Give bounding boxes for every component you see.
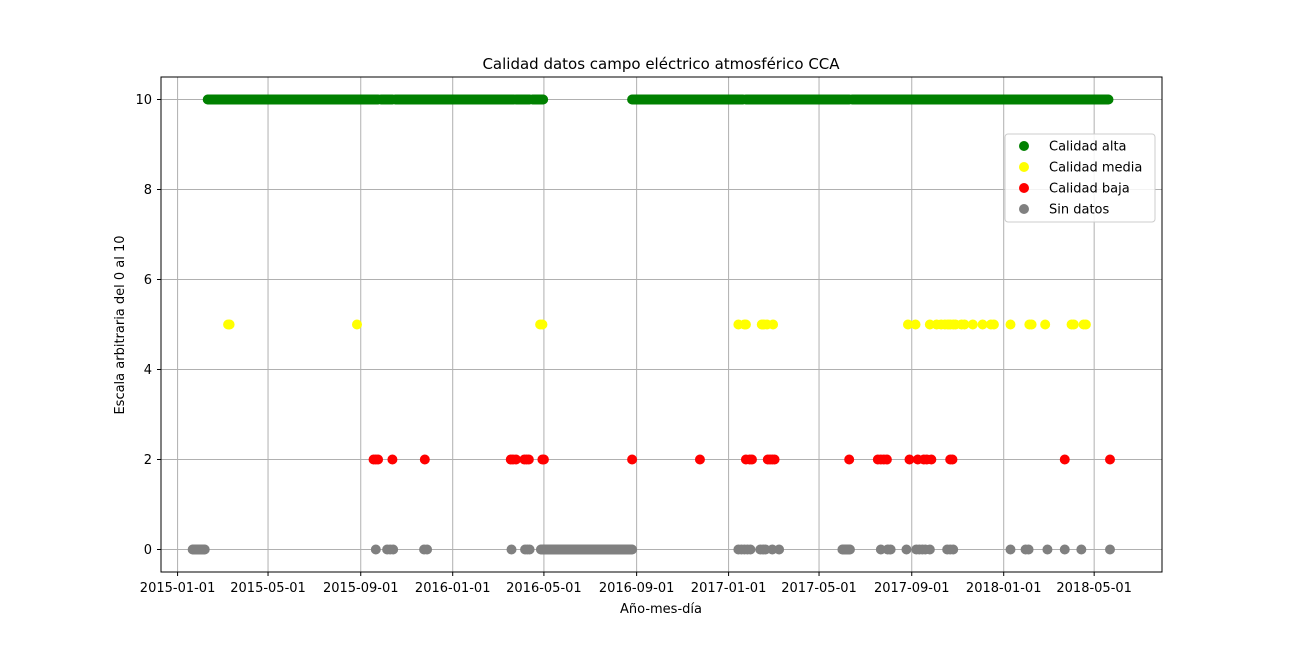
legend-marker (1019, 141, 1029, 151)
legend-marker (1019, 162, 1029, 172)
legend-box (1004, 133, 1156, 223)
data-point (224, 319, 235, 330)
x-tick-label: 2015-01-01 (140, 581, 216, 596)
data-point (422, 544, 433, 555)
series-sin-datos (187, 544, 1115, 555)
data-point (373, 454, 384, 465)
data-point (924, 544, 935, 555)
data-point (199, 544, 210, 555)
data-point (844, 454, 855, 465)
y-tick-label: 6 (144, 273, 152, 288)
data-point (844, 544, 855, 555)
y-tick-label: 0 (144, 543, 152, 558)
legend-marker (1019, 183, 1029, 193)
chart-title: Calidad datos campo eléctrico atmosféric… (482, 55, 840, 73)
data-point (740, 319, 751, 330)
data-point (523, 454, 534, 465)
data-points (187, 94, 1115, 555)
axes: 2015-01-01 2015-05-01 2015-09-01 2016-01-01… (135, 93, 1131, 596)
legend-label: Calidad media (1049, 161, 1142, 176)
legend: Calidad alta Calidad media Calidad baja Sin… (1004, 133, 1156, 223)
x-tick-label: 2018-05-01 (1056, 581, 1132, 596)
data-point (745, 544, 756, 555)
x-tick-label: 2018-01-01 (966, 581, 1042, 596)
data-point (1104, 454, 1115, 465)
data-point (538, 94, 549, 105)
data-point (977, 319, 988, 330)
x-tick-label: 2016-09-01 (599, 581, 675, 596)
x-tick-label: 2016-01-01 (415, 581, 491, 596)
data-point (1005, 319, 1016, 330)
legend-label: Calidad alta (1049, 140, 1127, 155)
data-point (1080, 319, 1091, 330)
data-point (694, 454, 705, 465)
data-point (1068, 319, 1079, 330)
data-point (1076, 544, 1087, 555)
data-point (926, 454, 937, 465)
data-point (1026, 319, 1037, 330)
data-point (1005, 544, 1016, 555)
grid-lines (161, 77, 1162, 572)
legend-label: Sin datos (1049, 203, 1110, 218)
data-point (387, 454, 398, 465)
data-point (746, 454, 757, 465)
data-point (768, 319, 779, 330)
series-calidad-media (223, 319, 1091, 330)
y-tick-label: 10 (135, 93, 152, 108)
series-calidad-alta (202, 94, 1114, 105)
data-point (370, 544, 381, 555)
y-tick-label: 8 (144, 183, 152, 198)
data-point (1040, 319, 1051, 330)
data-point (910, 319, 921, 330)
data-point (506, 544, 517, 555)
y-tick-label: 4 (144, 363, 152, 378)
data-point (388, 544, 399, 555)
data-point (1104, 544, 1115, 555)
data-point (774, 544, 785, 555)
data-point (902, 319, 913, 330)
data-point (947, 454, 958, 465)
y-axis-label: Escala arbitraria del 0 al 10 (113, 235, 128, 414)
data-point (948, 544, 959, 555)
data-point (885, 544, 896, 555)
data-point (967, 319, 978, 330)
legend-label: Calidad baja (1049, 182, 1130, 197)
x-axis-label: Año-mes-día (620, 602, 702, 617)
data-point (1103, 94, 1114, 105)
data-point (511, 454, 522, 465)
data-point (769, 454, 780, 465)
data-point (419, 454, 430, 465)
x-tick-label: 2015-09-01 (323, 581, 399, 596)
data-point (1042, 544, 1053, 555)
data-point (627, 454, 638, 465)
data-point (1059, 454, 1070, 465)
x-tick-label: 2015-05-01 (230, 581, 306, 596)
data-point (881, 454, 892, 465)
y-tick-label: 2 (144, 453, 152, 468)
data-point (537, 319, 548, 330)
series-calidad-baja (368, 454, 1115, 465)
x-tick-label: 2016-05-01 (506, 581, 582, 596)
data-point (351, 319, 362, 330)
data-point (1059, 544, 1070, 555)
x-tick-label: 2017-01-01 (691, 581, 767, 596)
data-point (627, 544, 638, 555)
plot-area-frame (160, 76, 1163, 573)
data-point (538, 454, 549, 465)
legend-marker (1019, 204, 1029, 214)
x-tick-label: 2017-05-01 (781, 581, 857, 596)
data-point (959, 319, 970, 330)
x-tick-label: 2017-09-01 (874, 581, 950, 596)
data-point (1023, 544, 1034, 555)
data-point (904, 454, 915, 465)
data-point (524, 544, 535, 555)
data-point (988, 319, 999, 330)
data-point (901, 544, 912, 555)
